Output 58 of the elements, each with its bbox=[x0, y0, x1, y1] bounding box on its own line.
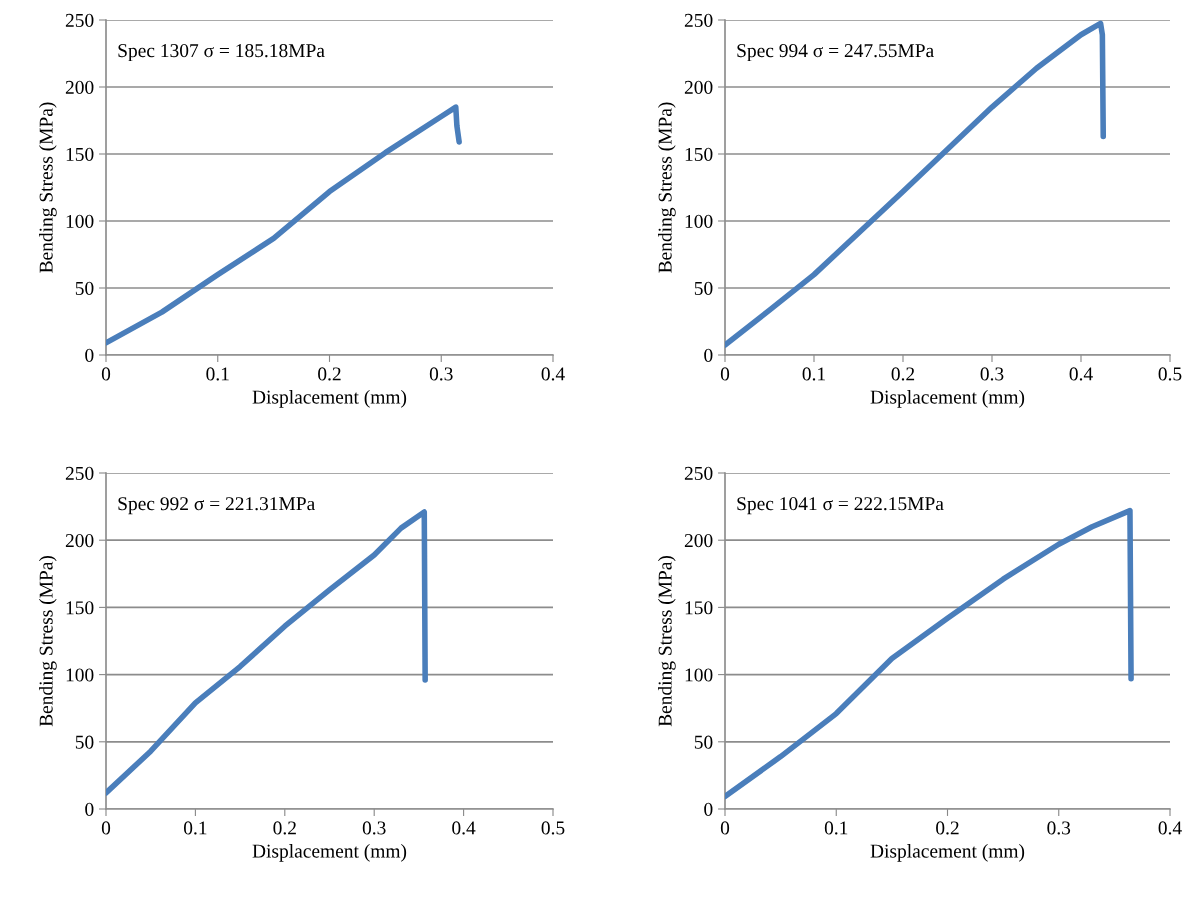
x-tick-label: 0 bbox=[101, 821, 111, 835]
annotation: Spec 1041 σ = 222.15MPa bbox=[737, 497, 944, 515]
y-tick-label: 250 bbox=[65, 466, 94, 480]
x-tick-label: 0.2 bbox=[318, 367, 341, 381]
x-tick-label: 0.4 bbox=[452, 821, 476, 835]
y-axis-title: Bending Stress (MPa) bbox=[658, 102, 676, 273]
y-tick-label: 100 bbox=[66, 214, 94, 228]
x-tick-label: 0 bbox=[720, 367, 730, 381]
y-tick-label: 50 bbox=[694, 735, 713, 749]
annotation: Spec 992 σ = 221.31MPa bbox=[118, 497, 315, 515]
x-axis-title: Displacement (mm) bbox=[870, 389, 1025, 408]
y-tick-label: 50 bbox=[75, 281, 94, 295]
x-tick-label: 0.1 bbox=[183, 821, 207, 835]
x-axis-title: Displacement (mm) bbox=[252, 389, 407, 408]
y-tick-label: 200 bbox=[684, 534, 713, 548]
y-tick-label: 100 bbox=[685, 668, 713, 682]
y-tick-label: 0 bbox=[85, 348, 94, 362]
annotation: Spec 1307 σ = 185.18MPa bbox=[118, 44, 325, 62]
x-tick-label: 0.4 bbox=[541, 367, 565, 381]
x-tick-label: 0.3 bbox=[980, 367, 1004, 381]
y-tick-label: 150 bbox=[66, 147, 94, 161]
y-tick-label: 150 bbox=[685, 147, 713, 161]
x-tick-label: 0.3 bbox=[362, 821, 386, 835]
x-tick-label: 0.1 bbox=[802, 367, 825, 381]
y-axis-title: Bending Stress (MPa) bbox=[658, 555, 676, 727]
x-tick-label: 0 bbox=[101, 367, 111, 381]
y-tick-label: 200 bbox=[65, 80, 94, 94]
annotation: Spec 994 σ = 247.55MPa bbox=[737, 44, 934, 62]
y-tick-label: 100 bbox=[685, 214, 713, 228]
y-axis-title: Bending Stress (MPa) bbox=[39, 102, 57, 273]
y-tick-label: 50 bbox=[75, 735, 94, 749]
x-tick-label: 0.3 bbox=[1047, 821, 1071, 835]
x-axis-title: Displacement (mm) bbox=[252, 843, 407, 862]
x-axis-title: Displacement (mm) bbox=[870, 843, 1025, 862]
y-tick-label: 50 bbox=[694, 281, 713, 295]
y-tick-label: 250 bbox=[684, 466, 713, 480]
x-tick-label: 0.2 bbox=[936, 821, 959, 835]
y-tick-label: 0 bbox=[85, 802, 94, 816]
x-tick-label: 0.4 bbox=[1158, 821, 1182, 835]
x-tick-label: 0.5 bbox=[1158, 367, 1182, 381]
y-tick-label: 150 bbox=[685, 601, 713, 615]
y-tick-label: 250 bbox=[684, 13, 713, 27]
y-tick-label: 250 bbox=[65, 13, 94, 27]
y-tick-label: 0 bbox=[704, 348, 713, 362]
y-axis-title: Bending Stress (MPa) bbox=[39, 555, 57, 727]
y-tick-label: 150 bbox=[66, 601, 94, 615]
x-tick-label: 0.3 bbox=[429, 367, 453, 381]
x-tick-label: 0.1 bbox=[206, 367, 229, 381]
y-tick-label: 200 bbox=[65, 534, 94, 548]
x-tick-label: 0 bbox=[720, 821, 730, 835]
y-tick-label: 200 bbox=[684, 80, 713, 94]
x-tick-label: 0.4 bbox=[1069, 367, 1093, 381]
x-tick-label: 0.2 bbox=[273, 821, 296, 835]
x-tick-label: 0.5 bbox=[541, 821, 565, 835]
x-tick-label: 0.2 bbox=[891, 367, 915, 381]
y-tick-label: 100 bbox=[66, 668, 94, 682]
x-tick-label: 0.1 bbox=[824, 821, 848, 835]
y-tick-label: 0 bbox=[704, 802, 713, 816]
